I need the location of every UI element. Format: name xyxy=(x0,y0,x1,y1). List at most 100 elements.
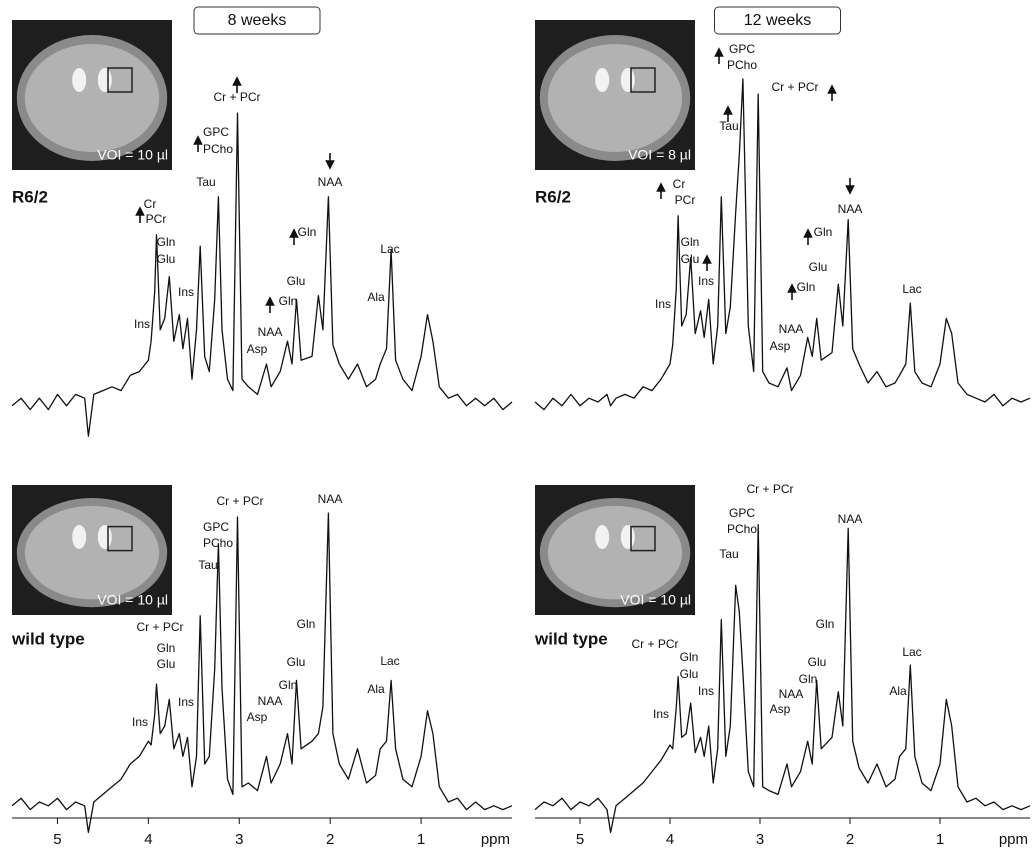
peak-label: Lac xyxy=(902,282,921,296)
peak-label: Cr + PCr xyxy=(746,482,793,496)
x-tick-label: 1 xyxy=(417,831,425,848)
peak-label: Ins xyxy=(134,317,150,331)
ventricle xyxy=(97,525,112,549)
ventricle xyxy=(72,525,87,549)
peak-label: Glu xyxy=(681,252,700,266)
peak-label: Gln xyxy=(297,617,316,631)
voi-label: VOI = 10 µl xyxy=(97,147,168,163)
peak-label: Ins xyxy=(698,274,714,288)
spectrum xyxy=(534,523,1031,834)
voi-box xyxy=(107,67,133,93)
peak-label: GPC xyxy=(729,506,755,520)
peak-label: Ala xyxy=(367,290,385,304)
peak-label: Gln xyxy=(680,650,699,664)
peak-label: GPC xyxy=(203,125,229,139)
x-tick-label: 2 xyxy=(846,831,854,848)
x-tick-label: 2 xyxy=(326,831,334,848)
peak-label: Glu xyxy=(808,655,827,669)
peak-label: Cr + PCr xyxy=(216,494,263,508)
peak-label: Cr + PCr xyxy=(213,90,260,104)
peak-label: NAA xyxy=(838,202,863,216)
peak-label: Gln xyxy=(681,235,700,249)
spectrum xyxy=(11,112,513,437)
peak-label: GPC xyxy=(203,520,229,534)
voi-label: VOI = 10 µl xyxy=(620,592,691,608)
peak-label: Tau xyxy=(196,175,215,189)
peak-label: Gln xyxy=(816,617,835,631)
peak-label: Gln xyxy=(799,672,818,686)
peak-label: Ala xyxy=(889,684,907,698)
peak-label: Glu xyxy=(809,260,828,274)
peak-label: NAA xyxy=(258,325,283,339)
peak-label: Ins xyxy=(653,707,669,721)
peak-label: Glu xyxy=(157,252,176,266)
peak-label: PCho xyxy=(203,536,233,550)
peak-label: PCr xyxy=(146,212,167,226)
peak-label: Gln xyxy=(279,294,298,308)
title-box xyxy=(714,6,841,35)
ventricle xyxy=(620,525,635,549)
group-label: wild type xyxy=(11,629,85,648)
peak-label: Glu xyxy=(157,657,176,671)
x-tick-label: 5 xyxy=(53,831,61,848)
peak-label: Ins xyxy=(178,285,194,299)
brain-inner xyxy=(24,505,160,600)
peak-label: Gln xyxy=(279,678,298,692)
peak-label: PCr xyxy=(675,193,696,207)
peak-label: Asp xyxy=(770,339,791,353)
peak-label: Tau xyxy=(719,119,738,133)
peak-label: Glu xyxy=(287,274,306,288)
peak-label: Glu xyxy=(680,667,699,681)
peak-label: Lac xyxy=(902,645,921,659)
peak-label: Ins xyxy=(655,297,671,311)
ventricle xyxy=(595,68,610,92)
voi-label: VOI = 8 µl xyxy=(628,147,691,163)
x-tick-label: 3 xyxy=(756,831,764,848)
peak-label: NAA xyxy=(318,175,343,189)
title-box xyxy=(193,6,321,35)
peak-label: GPC xyxy=(729,42,755,56)
peak-label: Gln xyxy=(814,225,833,239)
x-axis-label: ppm xyxy=(481,831,510,848)
peak-label: NAA xyxy=(779,322,804,336)
peak-label: Gln xyxy=(298,225,317,239)
voi-box xyxy=(630,525,656,552)
peak-label: PCho xyxy=(727,522,757,536)
peak-label: NAA xyxy=(318,492,343,506)
peak-label: PCho xyxy=(203,142,233,156)
brain-inner xyxy=(547,44,683,152)
peak-label: Asp xyxy=(770,702,791,716)
peak-label: Asp xyxy=(247,342,268,356)
peak-label: Lac xyxy=(380,654,399,668)
brain-inner xyxy=(547,505,683,600)
peak-label: PCho xyxy=(727,58,757,72)
ventricle xyxy=(72,68,87,92)
peak-label: Gln xyxy=(157,641,176,655)
group-label: R6/2 xyxy=(535,187,571,206)
x-tick-label: 4 xyxy=(666,831,674,848)
peak-label: Glu xyxy=(287,655,306,669)
peak-label: Ala xyxy=(367,682,385,696)
peak-label: NAA xyxy=(779,687,804,701)
x-tick-label: 4 xyxy=(144,831,152,848)
peak-label: NAA xyxy=(258,694,283,708)
ventricle xyxy=(97,68,112,92)
brain-inner xyxy=(24,44,160,152)
x-axis-label: ppm xyxy=(999,831,1028,848)
peak-label: Tau xyxy=(719,547,738,561)
peak-label: Gln xyxy=(157,235,176,249)
peak-label: Cr xyxy=(144,197,157,211)
peak-label: Cr + PCr xyxy=(631,637,678,651)
x-tick-label: 5 xyxy=(576,831,584,848)
peak-label: NAA xyxy=(838,512,863,526)
voi-box xyxy=(630,67,656,93)
voi-box xyxy=(107,525,133,552)
x-tick-label: 1 xyxy=(936,831,944,848)
peak-label: Cr + PCr xyxy=(136,620,183,634)
peak-label: Lac xyxy=(380,242,399,256)
peak-label: Cr xyxy=(673,177,686,191)
peak-label: Cr + PCr xyxy=(771,80,818,94)
ventricle xyxy=(620,68,635,92)
panel-title: 8 weeks xyxy=(228,12,287,29)
peak-label: Tau xyxy=(198,558,217,572)
